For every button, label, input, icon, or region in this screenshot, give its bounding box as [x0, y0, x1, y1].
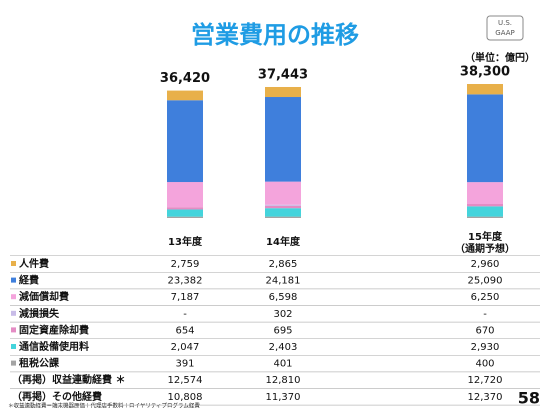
bar-segment: [167, 182, 203, 208]
cell-value: 23,382: [168, 276, 203, 287]
cell-value: 400: [475, 359, 494, 370]
cell-value: 11,370: [266, 392, 301, 403]
total-label: 37,443: [258, 67, 308, 82]
column-header: 15年度: [468, 230, 503, 243]
cell-value: 12,810: [266, 375, 301, 386]
bar-segment: [167, 207, 203, 210]
bar-segment: [265, 205, 301, 209]
cell-value: 695: [273, 325, 292, 336]
bar-segment: [167, 209, 203, 217]
cell-value: 654: [175, 325, 194, 336]
bar-segment: [265, 208, 301, 217]
page-number: 58: [518, 389, 540, 408]
cell-value: 2,403: [269, 342, 298, 353]
cell-value: 2,865: [269, 259, 298, 270]
bar-segment: [167, 90, 203, 101]
bar-segment: [265, 181, 301, 205]
cell-value: 2,047: [171, 342, 200, 353]
badge-box: [486, 15, 524, 41]
total-label: 38,300: [460, 65, 510, 80]
cell-value: 302: [273, 309, 292, 320]
cell-value: 2,930: [471, 342, 500, 353]
cell-value: 670: [475, 325, 494, 336]
legend-marker: [11, 344, 16, 349]
cell-value: 25,090: [468, 276, 503, 287]
legend-marker: [11, 360, 16, 366]
row-label: 人件費: [19, 257, 49, 270]
forecast-note: （通期予想）: [455, 242, 515, 255]
bar-segment: [467, 182, 503, 205]
cell-value: 2,759: [171, 259, 200, 270]
bar-segment: [467, 94, 503, 183]
bar-segment: [265, 204, 301, 206]
bar-segment: [467, 84, 503, 95]
cell-value: 12,720: [468, 375, 503, 386]
row-label: 減損損失: [19, 307, 60, 320]
legend-marker: [11, 327, 16, 333]
row-label: 通信設備使用料: [19, 340, 89, 353]
cell-value: -: [183, 309, 187, 320]
cell-value: 6,598: [269, 292, 298, 303]
row-label: （再掲）その他経費: [12, 390, 102, 403]
slide-title: 営業費用の推移: [191, 21, 359, 49]
row-label: 経費: [19, 274, 39, 287]
badge-text: GAAP: [495, 29, 514, 37]
cell-value: 391: [175, 359, 194, 370]
cell-value: 401: [273, 359, 292, 370]
cell-value: 7,187: [171, 292, 200, 303]
badge-text: U.S.: [498, 19, 512, 27]
bar-segment: [467, 206, 503, 217]
bar-segment: [467, 204, 503, 207]
bar-segment: [167, 100, 203, 183]
legend-marker: [11, 310, 16, 316]
cell-value: 2,960: [471, 259, 500, 270]
column-header: 14年度: [266, 235, 301, 248]
cell-value: 24,181: [266, 276, 301, 287]
bar-segment: [265, 97, 301, 182]
footnote: ＊収益連動経費＝端末機器原価＋代理店手数料＋ロイヤリティプログラム経費: [8, 402, 200, 410]
cell-value: 6,250: [471, 292, 500, 303]
cell-value: -: [483, 309, 487, 320]
bar-segment: [467, 216, 503, 218]
row-label: 固定資産除却費: [19, 323, 89, 336]
bar-segment: [265, 216, 301, 218]
legend-marker: [11, 277, 16, 283]
legend-marker: [11, 294, 16, 300]
legend-marker: [11, 261, 16, 266]
row-label: 減価償却費: [19, 290, 69, 303]
cell-value: 12,574: [168, 375, 203, 386]
cell-value: 12,370: [468, 392, 503, 403]
unit-label: （単位：億円）: [465, 51, 535, 64]
cell-value: 10,808: [168, 392, 203, 403]
row-label: 租税公課: [19, 357, 59, 370]
column-header: 13年度: [168, 235, 203, 248]
bar-segment: [167, 216, 203, 218]
row-label: （再掲）収益連動経費 ＊: [12, 373, 125, 386]
bar-segment: [265, 86, 301, 98]
total-label: 36,420: [160, 71, 210, 86]
